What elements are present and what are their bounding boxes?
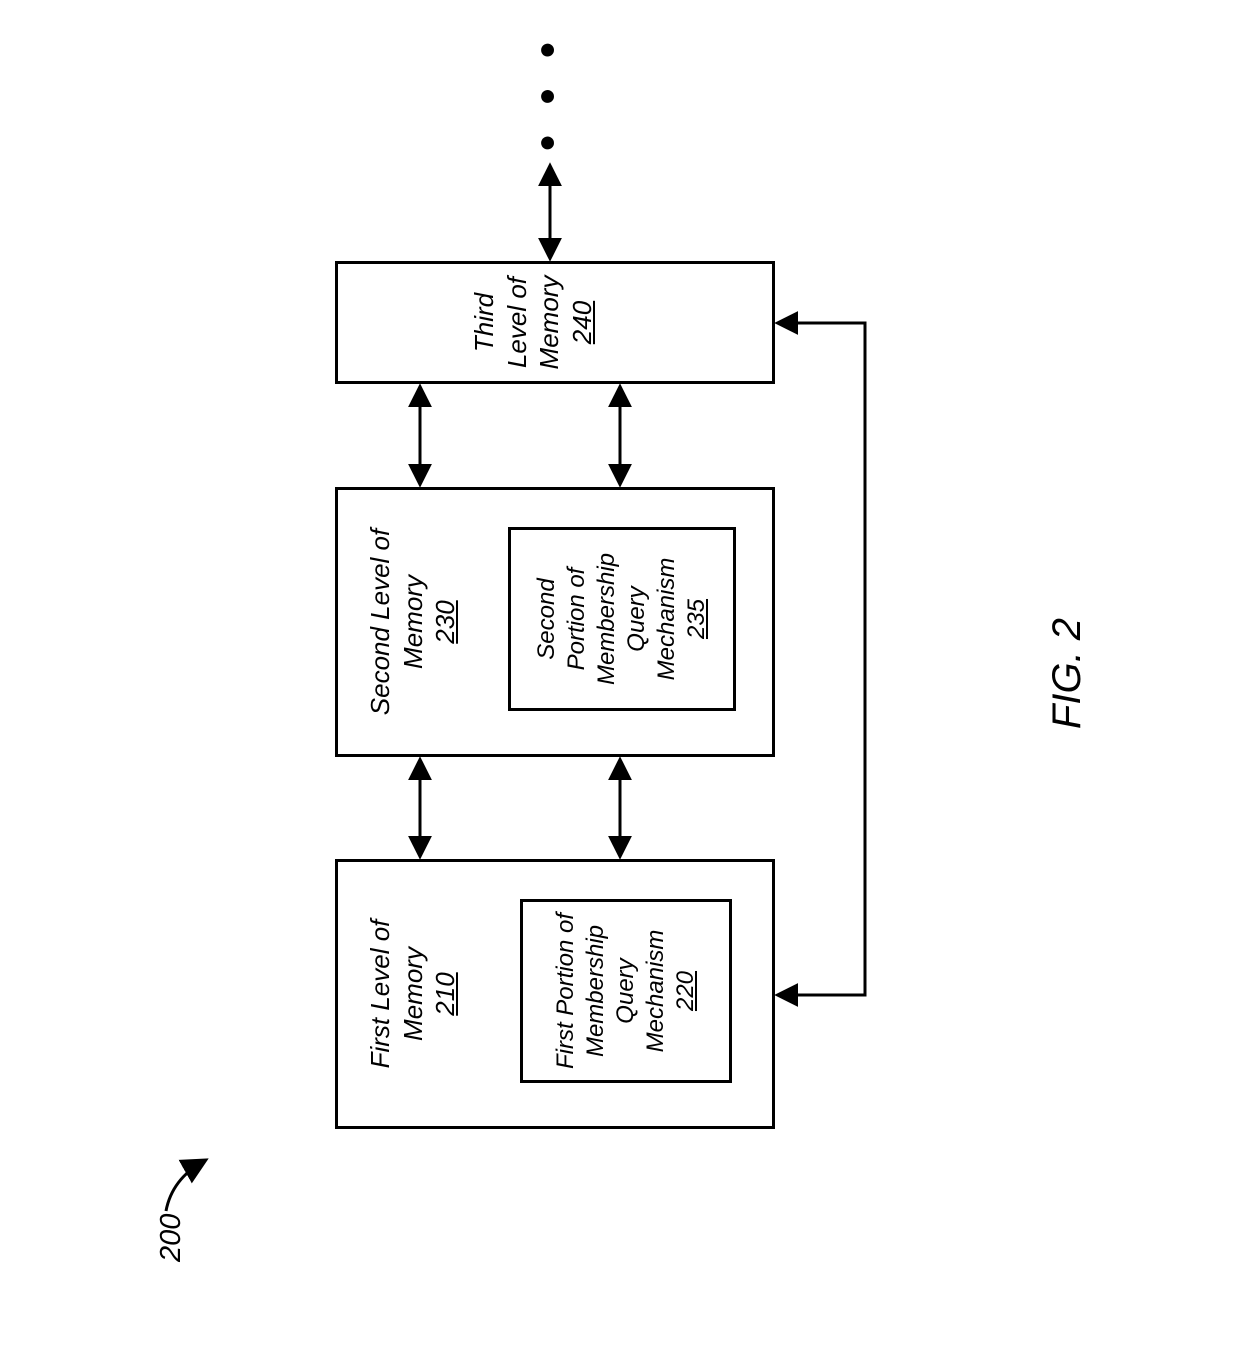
edge-first-third-bypass <box>779 323 865 995</box>
diagram-canvas: 200 First Level of Memory 210 First Port… <box>0 0 1240 1347</box>
rotated-stage: 200 First Level of Memory 210 First Port… <box>0 0 1240 1347</box>
figure-caption-text: FIG. 2 <box>1045 618 1089 729</box>
figure-caption: FIG. 2 <box>1045 0 1090 1347</box>
